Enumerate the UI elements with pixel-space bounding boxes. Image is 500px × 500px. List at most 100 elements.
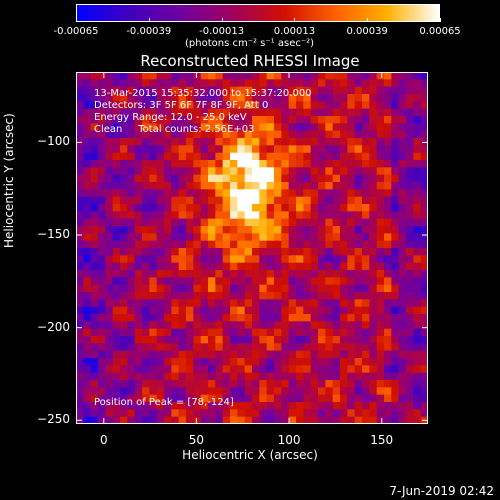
heatmap-cell [325, 372, 334, 381]
heatmap-cell [288, 328, 297, 337]
heatmap-cell [186, 343, 194, 352]
heatmap-cell [384, 314, 392, 322]
heatmap-cell [90, 86, 99, 95]
heatmap-cell [200, 270, 209, 278]
heatmap-cell [134, 160, 143, 168]
heatmap-cell [200, 328, 209, 337]
heatmap-cell [186, 123, 194, 132]
heatmap-cell [296, 299, 304, 308]
heatmap-cell [310, 402, 319, 410]
heatmap-cell [112, 314, 121, 322]
heatmap-cell [193, 409, 202, 418]
heatmap-cell [325, 306, 334, 315]
heatmap-cell [90, 277, 99, 286]
heatmap-cell [244, 167, 253, 176]
heatmap-cell [318, 226, 326, 234]
heatmap-cell [200, 204, 209, 212]
heatmap-cell [186, 240, 194, 249]
heatmap-cell [384, 182, 392, 190]
heatmap-cell [347, 101, 356, 110]
heatmap-cell [90, 255, 99, 264]
heatmap-cell [303, 218, 312, 227]
heatmap-cell [230, 130, 238, 139]
heatmap-cell [237, 182, 246, 190]
heatmap-cell [384, 248, 392, 256]
heatmap-cell [112, 248, 121, 256]
heatmap-cell [237, 343, 246, 352]
heatmap-cell [164, 358, 172, 366]
heatmap-cell [90, 160, 99, 168]
heatmap-cell [127, 358, 136, 366]
heatmap-cell [105, 196, 114, 205]
heatmap-cell [186, 409, 194, 418]
heatmap-cell [281, 248, 290, 256]
heatmap-cell [98, 350, 106, 359]
heatmap-cell [384, 380, 392, 388]
heatmap-cell [318, 409, 326, 418]
heatmap-cell [193, 101, 202, 110]
heatmap-cell [76, 270, 84, 278]
heatmap-cell [413, 402, 422, 410]
heatmap-cell [76, 314, 84, 322]
colorbar-tickmark [440, 18, 441, 22]
heatmap-cell [303, 380, 312, 388]
heatmap-cell [208, 123, 216, 132]
heatmap-cell [259, 218, 268, 227]
heatmap-cell [222, 277, 231, 286]
heatmap-cell [127, 277, 136, 286]
heatmap-cell [406, 145, 414, 154]
colorbar-tickmark [76, 18, 77, 22]
heatmap-cell [413, 145, 422, 154]
heatmap-cell [237, 101, 246, 110]
heatmap-cell [310, 416, 319, 424]
heatmap-cell [208, 255, 216, 264]
heatmap-cell [156, 314, 165, 322]
heatmap-cell [332, 233, 341, 242]
heatmap-cell [318, 402, 326, 410]
heatmap-cell [112, 167, 121, 176]
heatmap-cell [142, 160, 150, 168]
heatmap-cell [83, 350, 92, 359]
heatmap-cell [90, 189, 99, 198]
heatmap-cell [208, 358, 216, 366]
heatmap-cell [413, 372, 422, 381]
heatmap-cell [98, 372, 106, 381]
heatmap-cell [230, 152, 238, 161]
heatmap-cell [156, 299, 165, 308]
heatmap-cell [171, 299, 180, 308]
heatmap-cell [354, 204, 363, 212]
heatmap-cell [252, 350, 260, 359]
heatmap-cell [127, 86, 136, 95]
heatmap-cell [127, 123, 136, 132]
heatmap-cell [376, 299, 385, 308]
heatmap-cell [186, 94, 194, 102]
heatmap-cell [112, 160, 121, 168]
heatmap-cell [266, 350, 275, 359]
heatmap-cell [296, 218, 304, 227]
heatmap-cell [208, 372, 216, 381]
heatmap-cell [200, 79, 209, 88]
heatmap-cell [354, 196, 363, 205]
heatmap-cell [303, 211, 312, 220]
heatmap-cell [186, 284, 194, 293]
heatmap-cell [156, 189, 165, 198]
heatmap-cell [149, 416, 158, 424]
heatmap-cell [413, 86, 422, 95]
heatmap-cell [142, 233, 150, 242]
heatmap-cell [171, 130, 180, 139]
heatmap-cell [208, 86, 216, 95]
heatmap-cell [164, 152, 172, 161]
heatmap-cell [164, 182, 172, 190]
heatmap-cell [208, 211, 216, 220]
heatmap-cell [230, 262, 238, 271]
heatmap-cell [384, 394, 392, 403]
heatmap-cell [230, 292, 238, 300]
heatmap-cell [340, 211, 348, 220]
heatmap-cell [186, 174, 194, 183]
heatmap-cell [112, 204, 121, 212]
heatmap-cell [120, 350, 128, 359]
heatmap-cell [384, 336, 392, 344]
heatmap-cell [274, 380, 282, 388]
heatmap-cell [332, 196, 341, 205]
heatmap-cell [208, 343, 216, 352]
